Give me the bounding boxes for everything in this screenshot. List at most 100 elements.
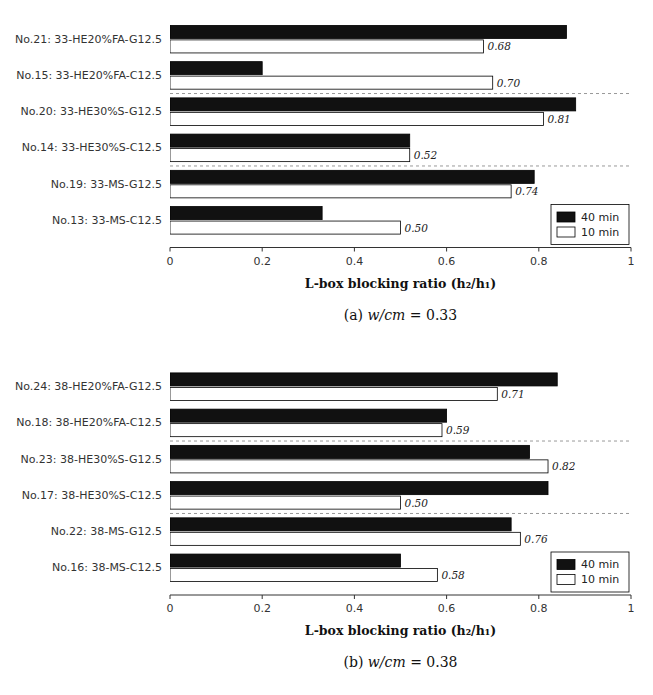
x-tick-label: 0.2	[253, 602, 271, 615]
x-axis-line	[170, 595, 631, 596]
category-label: No.14: 33-HE30%S-C12.5	[22, 141, 162, 154]
value-label: 0.71	[501, 388, 524, 400]
bars	[170, 25, 576, 234]
value-label: 0.81	[547, 113, 570, 125]
legend-box	[551, 552, 629, 592]
category-label: No.22: 38-MS-G12.5	[51, 525, 162, 538]
bar	[170, 170, 534, 183]
x-tick	[631, 248, 632, 252]
subtitle: (b) w/cm = 0.38	[344, 654, 458, 670]
x-tick-label: 0.6	[438, 602, 456, 615]
subtitle-part: 0.33	[426, 307, 457, 323]
bar	[170, 40, 483, 53]
chart-figure: 0.680.700.810.520.740.50No.21: 33-HE20%F…	[0, 0, 653, 695]
x-tick	[170, 595, 171, 599]
x-tick	[262, 595, 263, 599]
x-tick-label: 0	[167, 255, 174, 268]
bar	[170, 554, 401, 567]
group-divider	[170, 513, 631, 514]
bar	[170, 424, 442, 437]
bar	[170, 25, 566, 38]
bar	[170, 532, 520, 545]
bar	[170, 207, 322, 220]
x-tick-label: 0.2	[253, 255, 271, 268]
x-tick-label: 0.4	[346, 255, 364, 268]
value-label: 0.52	[414, 149, 438, 161]
x-tick	[170, 248, 171, 252]
legend-swatch	[557, 575, 575, 585]
value-label: 0.70	[497, 77, 521, 89]
category-label: No.17: 38-HE30%S-C12.5	[22, 489, 162, 502]
x-tick	[446, 248, 447, 252]
subtitle-part: =	[410, 654, 426, 670]
value-label: 0.50	[405, 497, 429, 509]
x-axis-line	[170, 247, 631, 248]
bars	[170, 373, 557, 582]
x-tick	[631, 595, 632, 599]
x-tick-label: 0.8	[530, 255, 548, 268]
bar	[170, 185, 511, 198]
value-label: 0.58	[441, 569, 465, 581]
x-tick-label: 0	[167, 602, 174, 615]
bar	[170, 387, 497, 400]
bar	[170, 76, 493, 89]
legend-label: 10 min	[581, 226, 619, 239]
bar	[170, 518, 511, 531]
category-label: No.15: 33-HE20%FA-C12.5	[16, 69, 162, 82]
value-label: 0.76	[524, 533, 548, 545]
subtitle-part: w/cm	[368, 654, 410, 670]
legend-swatch	[557, 212, 575, 222]
category-label: No.13: 33-MS-C12.5	[52, 214, 162, 227]
group-divider	[170, 165, 631, 166]
legend-label: 40 min	[581, 558, 619, 571]
x-tick	[262, 248, 263, 252]
x-tick-label: 0.8	[530, 602, 548, 615]
group-divider	[170, 441, 631, 442]
value-labels: 0.68 0.70 0.81 0.52 0.74 0.50	[405, 40, 571, 233]
bar	[170, 221, 401, 234]
bar	[170, 409, 447, 422]
bar	[170, 482, 548, 495]
subtitle-part: =	[410, 307, 426, 323]
subtitle-part: 0.38	[426, 654, 457, 670]
legend: 40 min 10 min	[551, 552, 629, 592]
bar	[170, 134, 410, 147]
bar	[170, 569, 437, 582]
legend-swatch	[557, 227, 575, 237]
x-axis-label: L-box blocking ratio (h₂/h₁)	[305, 276, 496, 291]
category-label: No.16: 38-MS-C12.5	[52, 561, 162, 574]
category-label: No.21: 33-HE20%FA-G12.5	[15, 33, 162, 46]
category-label: No.20: 33-HE30%S-G12.5	[21, 105, 162, 118]
category-label: No.19: 33-MS-G12.5	[51, 178, 162, 191]
panel: 0.710.590.820.500.760.58No.24: 38-HE20%F…	[15, 373, 635, 670]
x-tick	[354, 248, 355, 252]
x-tick-label: 0.6	[438, 255, 456, 268]
value-label: 0.50	[405, 222, 429, 234]
bar	[170, 98, 576, 111]
x-tick-label: 0.4	[346, 602, 364, 615]
bar	[170, 460, 548, 473]
legend-box	[551, 205, 629, 245]
legend: 40 min 10 min	[551, 205, 629, 245]
x-tick	[538, 595, 539, 599]
x-tick-label: 1	[628, 255, 635, 268]
subtitle-part: (a)	[344, 307, 368, 323]
value-label: 0.74	[515, 185, 538, 197]
x-tick-label: 1	[628, 602, 635, 615]
value-label: 0.68	[487, 40, 511, 52]
x-axis-label: L-box blocking ratio (h₂/h₁)	[305, 623, 496, 638]
legend-label: 40 min	[581, 211, 619, 224]
bar	[170, 62, 262, 75]
bar	[170, 496, 401, 509]
panel: 0.680.700.810.520.740.50No.21: 33-HE20%F…	[15, 25, 635, 322]
bar	[170, 445, 530, 458]
group-divider	[170, 93, 631, 94]
x-tick	[538, 248, 539, 252]
legend-swatch	[557, 560, 575, 570]
value-label: 0.82	[552, 460, 576, 472]
category-label: No.23: 38-HE30%S-G12.5	[21, 453, 162, 466]
value-labels: 0.710.590.820.500.760.58	[405, 388, 576, 581]
x-tick	[446, 595, 447, 599]
bar	[170, 112, 543, 125]
legend-label: 10 min	[581, 573, 619, 586]
